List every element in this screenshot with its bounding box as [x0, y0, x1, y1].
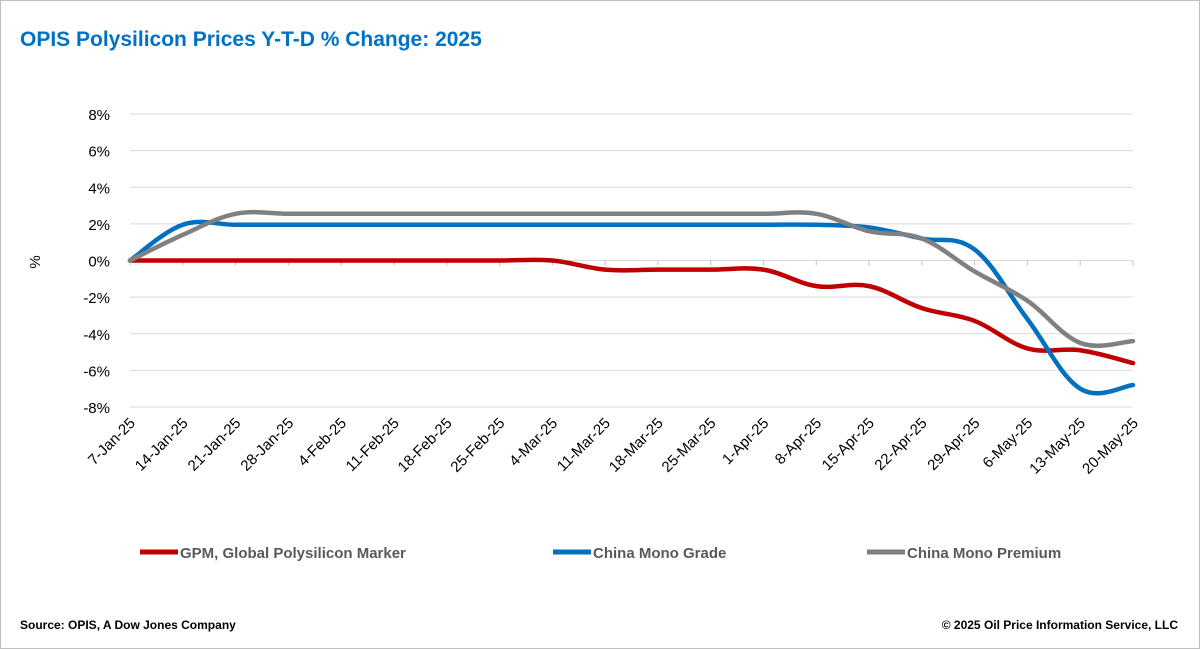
series-lines [127, 209, 1136, 396]
x-tick-label: 22-Apr-25 [871, 415, 930, 474]
x-tick-label: 14-Jan-25 [132, 415, 192, 475]
series-line-3 [127, 209, 1136, 348]
x-tick-label: 21-Jan-25 [185, 415, 245, 475]
y-tick-label: 6% [88, 144, 110, 161]
x-tick-label: 28-Jan-25 [237, 415, 297, 475]
y-tick-label: 0% [88, 254, 110, 271]
x-tick-label: 4-Feb-25 [295, 415, 350, 470]
x-tick-label: 29-Apr-25 [924, 415, 983, 474]
x-tick-label: 15-Apr-25 [819, 415, 878, 474]
x-tick-label: 11-Feb-25 [343, 415, 403, 475]
legend-label: GPM, Global Polysilicon Marker [180, 545, 406, 562]
x-tick-label: 18-Mar-25 [606, 415, 667, 476]
x-tick-label: 13-May-25 [1026, 415, 1089, 478]
y-axis-ticks: 8% 6% 4% 2% 0% -2% -4% -6% -8% [83, 107, 110, 417]
x-tick-label: 8-Apr-25 [772, 415, 825, 468]
x-tick-label: 4-Mar-25 [506, 415, 561, 470]
x-tick-label: 1-Apr-25 [719, 415, 772, 468]
copyright-note: © 2025 Oil Price Information Service, LL… [941, 618, 1178, 632]
y-tick-label: 4% [88, 180, 110, 197]
chart-title: OPIS Polysilicon Prices Y-T-D % Change: … [20, 28, 482, 51]
y-tick-label: -6% [83, 363, 110, 380]
x-tick-label: 25-Feb-25 [447, 415, 508, 476]
source-note: Source: OPIS, A Dow Jones Company [20, 618, 236, 632]
y-axis-label: % [27, 255, 44, 268]
x-tick-label: 20-May-25 [1079, 415, 1142, 478]
x-tick-label: 18-Feb-25 [395, 415, 456, 476]
series-line-1 [127, 257, 1136, 366]
x-tick-label: 25-Mar-25 [659, 415, 720, 476]
legend-label: China Mono Premium [907, 545, 1061, 562]
x-axis-ticks: 7-Jan-2514-Jan-2521-Jan-2528-Jan-254-Feb… [85, 415, 1142, 478]
y-tick-label: -8% [83, 400, 110, 417]
y-tick-label: 2% [88, 217, 110, 234]
legend: GPM, Global Polysilicon Marker China Mono… [140, 545, 1061, 562]
y-tick-label: -4% [83, 327, 110, 344]
legend-label: China Mono Grade [593, 545, 726, 562]
x-tick-label: 7-Jan-25 [85, 415, 139, 469]
x-tick-label: 11-Mar-25 [554, 415, 614, 475]
y-tick-label: 8% [88, 107, 110, 124]
y-tick-label: -2% [83, 290, 110, 307]
series-line-2 [127, 219, 1136, 396]
